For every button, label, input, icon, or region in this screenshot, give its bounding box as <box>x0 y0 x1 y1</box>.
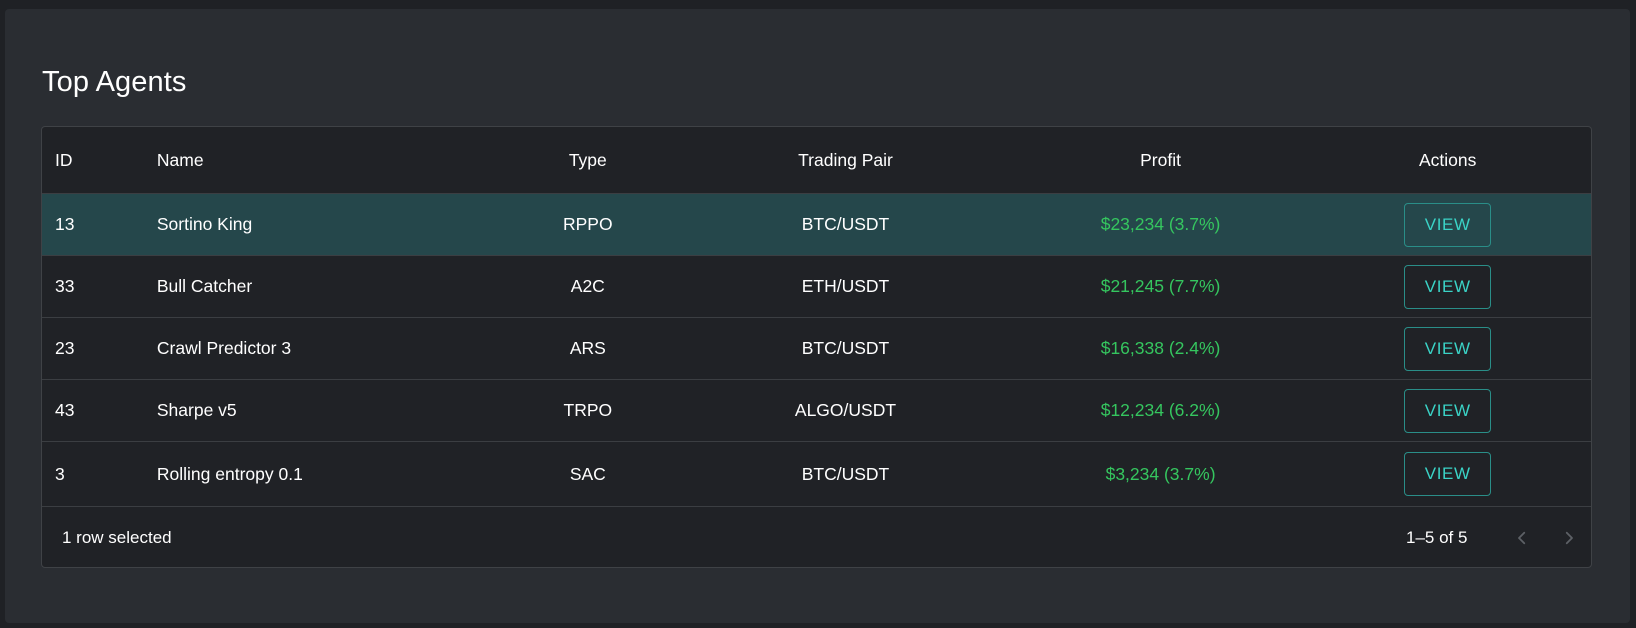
cell-profit: $21,245 (7.7%) <box>1100 276 1221 296</box>
view-button[interactable]: VIEW <box>1404 452 1492 496</box>
view-button[interactable]: VIEW <box>1404 264 1492 309</box>
cell-actions: VIEW <box>1304 326 1591 371</box>
cell-type: TRPO <box>563 400 613 420</box>
cell-actions: VIEW <box>1304 388 1591 433</box>
cell-id: 33 <box>55 276 75 296</box>
cell-name: Rolling entropy 0.1 <box>156 463 303 484</box>
cell-name: Bull Catcher <box>156 276 253 296</box>
column-header-name[interactable]: Name <box>156 149 204 170</box>
column-header-id[interactable]: ID <box>55 149 73 170</box>
table-footer: 1 row selected 1–5 of 5 <box>42 507 1591 567</box>
cell-id: 3 <box>55 463 65 484</box>
previous-page-button[interactable] <box>1508 524 1536 552</box>
top-agents-card: Top Agents ID Name Type Trading Pair Pro… <box>5 9 1630 623</box>
selected-row-count: 1 row selected <box>62 528 172 547</box>
cell-trading-pair: BTC/USDT <box>801 463 890 484</box>
cell-trading-pair: BTC/USDT <box>801 338 890 358</box>
column-header-profit[interactable]: Profit <box>1140 149 1181 170</box>
cell-profit: $3,234 (3.7%) <box>1105 463 1216 484</box>
cell-type: ARS <box>569 338 606 358</box>
column-header-actions: Actions <box>1418 149 1477 170</box>
cell-actions: VIEW <box>1304 452 1591 496</box>
next-page-button[interactable] <box>1555 524 1583 552</box>
table-row[interactable]: 33 Bull Catcher A2C ETH/USDT $21,245 (7.… <box>42 256 1591 318</box>
table-row[interactable]: 43 Sharpe v5 TRPO ALGO/USDT $12,234 (6.2… <box>42 380 1591 442</box>
cell-trading-pair: ETH/USDT <box>801 276 890 296</box>
cell-profit: $16,338 (2.4%) <box>1100 338 1221 358</box>
cell-profit: $12,234 (6.2%) <box>1100 400 1221 420</box>
cell-name: Sharpe v5 <box>156 400 237 420</box>
cell-profit: $23,234 (3.7%) <box>1100 214 1221 234</box>
page-title: Top Agents <box>42 66 187 98</box>
cell-id: 43 <box>55 400 75 420</box>
cell-name: Sortino King <box>156 214 253 234</box>
agents-table: ID Name Type Trading Pair Profit Actions… <box>41 126 1592 568</box>
cell-actions: VIEW <box>1304 202 1591 247</box>
cell-type: RPPO <box>563 214 613 234</box>
table-row[interactable]: 23 Crawl Predictor 3 ARS BTC/USDT $16,33… <box>42 318 1591 380</box>
chevron-left-icon <box>1518 531 1526 545</box>
view-button[interactable]: VIEW <box>1404 326 1492 371</box>
cell-trading-pair: ALGO/USDT <box>794 400 897 420</box>
cell-id: 23 <box>55 338 75 358</box>
column-header-type[interactable]: Type <box>568 149 607 170</box>
pagination-range: 1–5 of 5 <box>1406 528 1468 547</box>
cell-name: Crawl Predictor 3 <box>156 338 292 358</box>
table-row[interactable]: 3 Rolling entropy 0.1 SAC BTC/USDT $3,23… <box>42 442 1591 507</box>
table-row[interactable]: 13 Sortino King RPPO BTC/USDT $23,234 (3… <box>42 194 1591 256</box>
cell-actions: VIEW <box>1304 264 1591 309</box>
table-header-row: ID Name Type Trading Pair Profit Actions <box>42 127 1591 194</box>
cell-type: A2C <box>570 276 605 296</box>
cell-id: 13 <box>55 214 75 234</box>
view-button[interactable]: VIEW <box>1404 202 1492 247</box>
cell-trading-pair: BTC/USDT <box>801 214 890 234</box>
view-button[interactable]: VIEW <box>1404 388 1492 433</box>
chevron-right-icon <box>1565 531 1573 545</box>
cell-type: SAC <box>569 463 606 484</box>
column-header-trading-pair[interactable]: Trading Pair <box>798 149 893 170</box>
